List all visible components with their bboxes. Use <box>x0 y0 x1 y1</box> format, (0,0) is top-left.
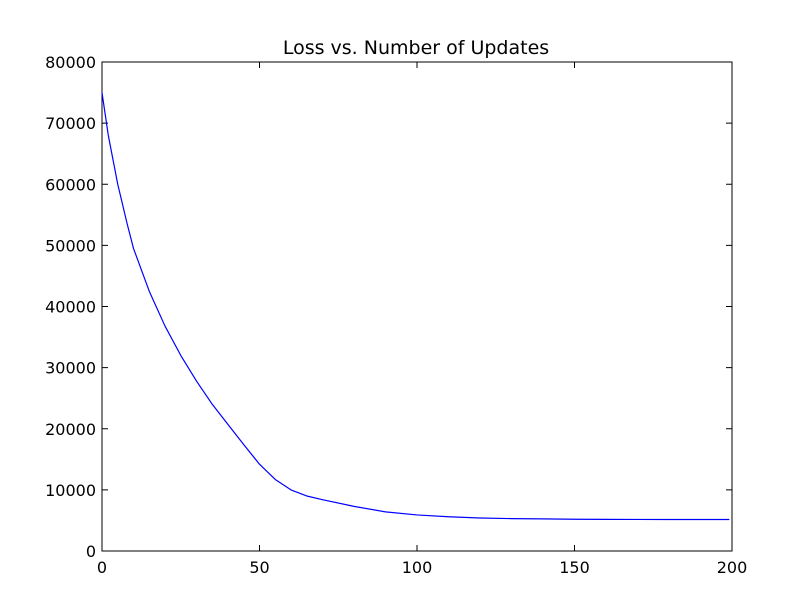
x-tick-label: 100 <box>402 558 433 577</box>
y-tick-label: 60000 <box>45 175 96 194</box>
chart-title: Loss vs. Number of Updates <box>283 37 549 59</box>
y-tick-label: 70000 <box>45 114 96 133</box>
y-tick-label: 10000 <box>45 481 96 500</box>
y-tick-label: 30000 <box>45 359 96 378</box>
x-tick-label: 200 <box>717 558 748 577</box>
x-tick-label: 50 <box>249 558 269 577</box>
y-tick-label: 50000 <box>45 236 96 255</box>
plot-frame <box>101 61 733 552</box>
x-tick-label: 0 <box>97 558 107 577</box>
series-line-0 <box>101 91 730 521</box>
plot-area: 0 50 100 150 200 0 10000 20000 30000 40000 50000 60… <box>45 53 747 577</box>
y-tick-label: 0 <box>86 542 96 561</box>
y-tick-label: 40000 <box>45 298 96 317</box>
y-tick-label: 20000 <box>45 420 96 439</box>
x-tick-label: 150 <box>559 558 590 577</box>
y-tick-label: 80000 <box>45 53 96 72</box>
